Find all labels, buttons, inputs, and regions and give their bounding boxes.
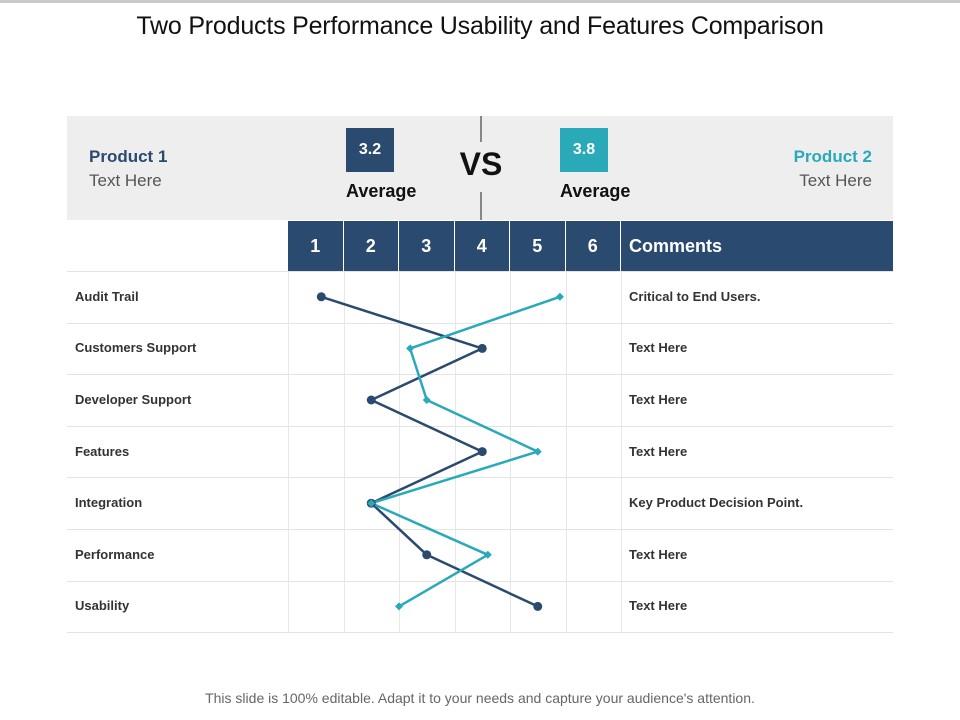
- series-line-1: [320, 295, 539, 608]
- series-1-point: [533, 601, 543, 611]
- series-2-point: [367, 499, 376, 508]
- row-label: Performance: [75, 546, 155, 562]
- slide-title: Two Products Performance Usability and F…: [136, 12, 824, 40]
- row-comment: Key Product Decision Point.: [629, 495, 804, 511]
- product1-average-label: Average: [346, 181, 417, 201]
- score-column-header-2: 2: [343, 221, 399, 271]
- row-comment: Text Here: [629, 546, 688, 562]
- grid-column-line: [510, 271, 511, 633]
- comments-column-header: Comments: [621, 221, 893, 271]
- row-label: Audit Trail: [75, 288, 139, 304]
- product1-score-badge: 3.2: [346, 128, 394, 172]
- series-2-point: [422, 396, 431, 404]
- grid-row-line: [67, 374, 893, 376]
- series-1-point: [477, 447, 487, 457]
- grid-column-line: [621, 271, 622, 633]
- grid-row-line: [67, 529, 893, 530]
- series-2-point: [483, 550, 492, 559]
- row-label: Customers Support: [75, 340, 197, 356]
- row-label: Usability: [75, 598, 130, 614]
- series-2-point: [555, 292, 564, 301]
- series-2-point: [406, 344, 415, 353]
- vs-label: VS: [459, 146, 503, 182]
- row-comment: Text Here: [629, 598, 688, 614]
- product1-subtitle: Text Here: [89, 171, 162, 190]
- vs-divider-top: [480, 116, 482, 142]
- series-1-point: [366, 395, 376, 405]
- product2-average-label: Average: [560, 181, 631, 201]
- row-comment: Critical to End Users.: [629, 288, 761, 304]
- row-comment: Text Here: [629, 392, 688, 407]
- series-1-point: [316, 292, 326, 302]
- row-comment: Text Here: [629, 340, 688, 356]
- score-column-header-3: 3: [399, 221, 455, 271]
- score-column-header-5: 5: [510, 221, 566, 271]
- score-column-header-4: 4: [454, 221, 510, 271]
- row-label: Developer Support: [75, 392, 192, 407]
- grid-column-line: [565, 271, 567, 633]
- series-1-point: [477, 343, 487, 353]
- series-2-point: [533, 447, 542, 456]
- product2-name: Product 2: [793, 147, 872, 166]
- grid-column-line: [454, 271, 456, 633]
- row-label: Features: [75, 443, 130, 459]
- vs-divider-bottom: [480, 192, 482, 220]
- row-comment: Text Here: [629, 443, 688, 459]
- grid-row-line: [67, 271, 893, 272]
- grid-column-line: [343, 271, 345, 633]
- row-label: Integration: [75, 495, 143, 511]
- series-1-point: [422, 550, 432, 560]
- grid-column-line: [399, 271, 400, 633]
- product1-name: Product 1: [89, 147, 168, 166]
- product2-subtitle: Text Here: [799, 171, 872, 190]
- grid-row-line: [67, 632, 893, 634]
- series-2-point: [395, 602, 403, 611]
- grid-row-line: [67, 425, 893, 427]
- top-rule: [0, 0, 960, 3]
- grid-row-line: [67, 580, 893, 582]
- score-column-header-6: 6: [565, 221, 621, 271]
- footer-note: This slide is 100% editable. Adapt it to…: [205, 690, 755, 706]
- grid-row-line: [67, 477, 893, 479]
- score-column-header-1: 1: [288, 221, 344, 271]
- grid-column-line: [288, 271, 289, 633]
- product2-score-badge: 3.8: [560, 128, 608, 172]
